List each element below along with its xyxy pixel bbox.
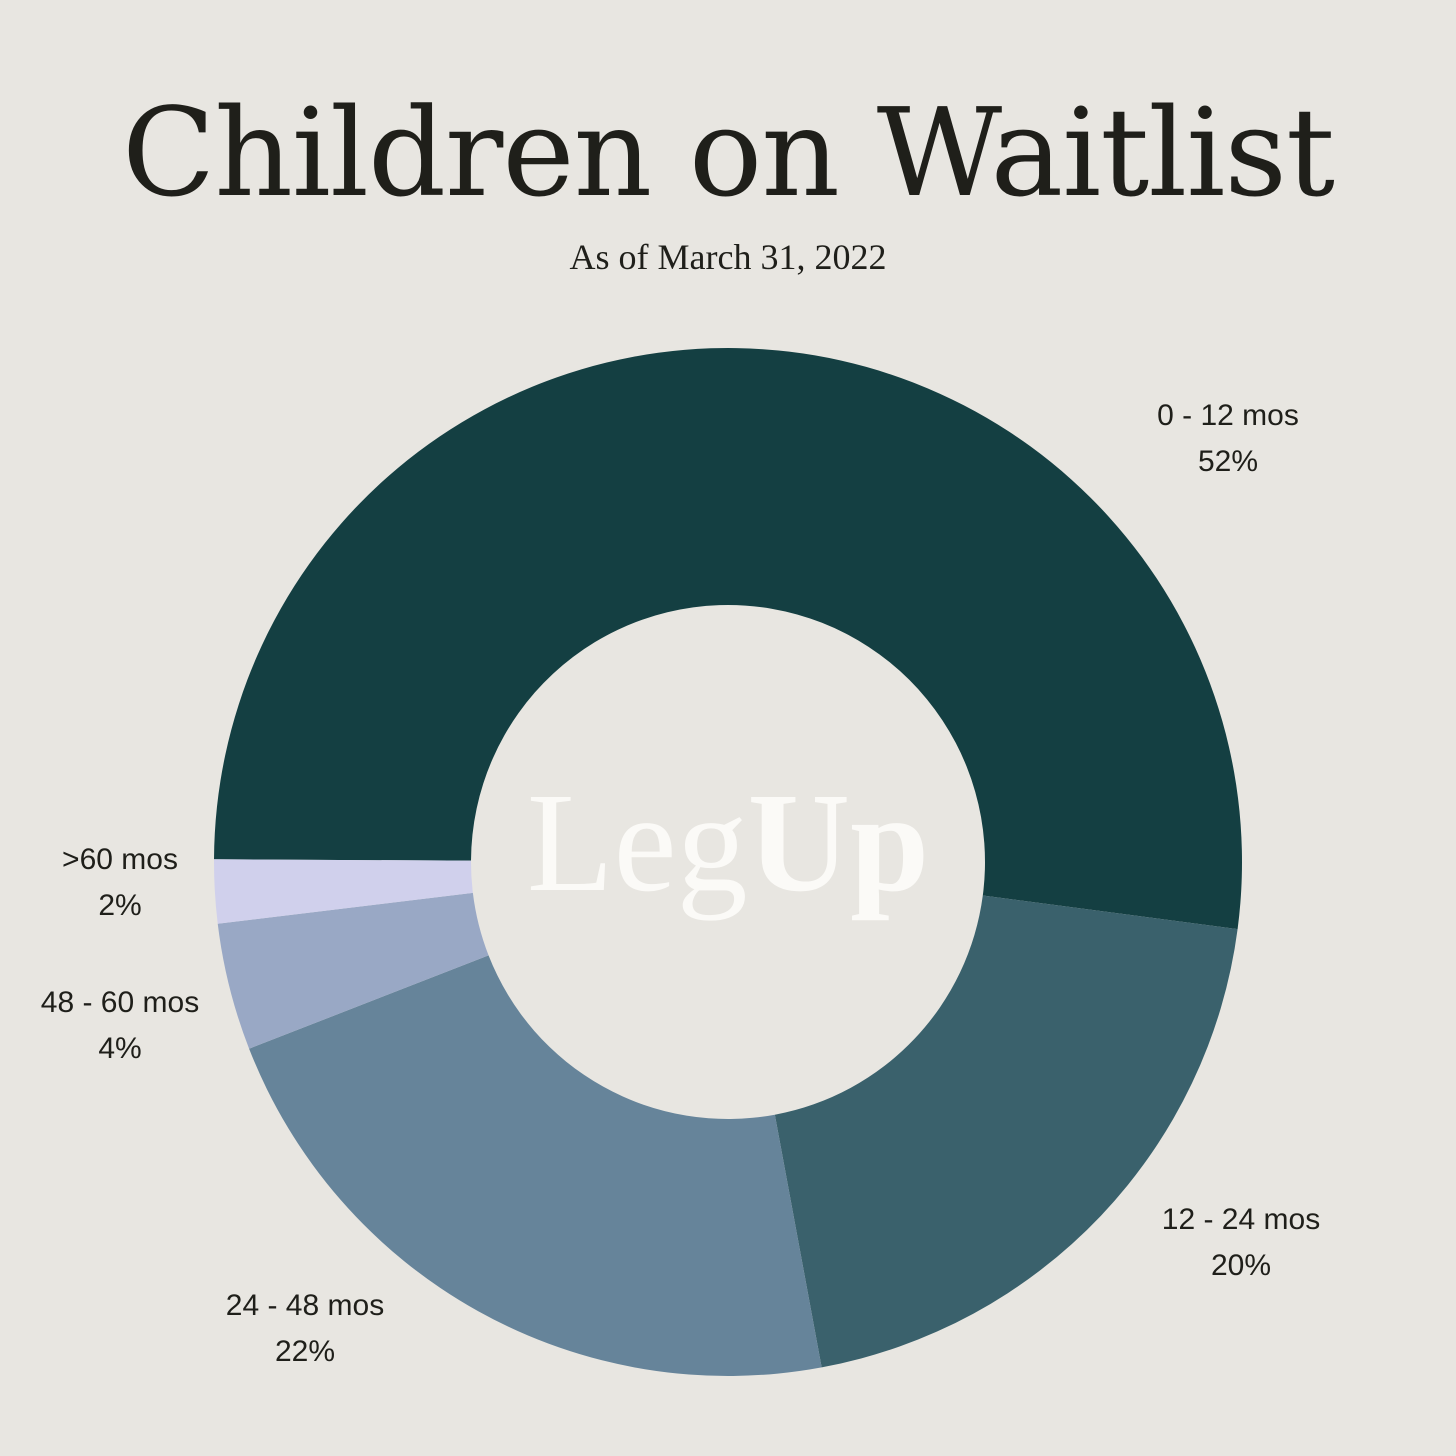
chart-subtitle: As of March 31, 2022: [569, 237, 887, 277]
category-label-over-60-mos: >60 mos: [62, 843, 178, 876]
slice-48-60-mos: [217, 892, 489, 1049]
legup-logo: LegUp: [527, 763, 929, 921]
logo-text-up: Up: [748, 763, 930, 921]
labels-group: 0 - 12 mos 52% 12 - 24 mos 20% 24 - 48 mos 22…: [41, 399, 1320, 1368]
slice-over-60-mos: [214, 859, 473, 924]
slice-0-12-mos: [214, 348, 1242, 930]
slice-24-48-mos: [249, 955, 822, 1376]
value-label-12-24-mos: 20%: [1211, 1249, 1271, 1282]
logo-text-leg: Leg: [527, 763, 748, 921]
chart-title: Children on Waitlist: [122, 82, 1335, 224]
category-label-12-24-mos: 12 - 24 mos: [1162, 1203, 1320, 1236]
category-label-0-12-mos: 0 - 12 mos: [1157, 399, 1299, 432]
value-label-0-12-mos: 52%: [1198, 445, 1258, 478]
slice-12-24-mos: [774, 895, 1238, 1368]
category-label-24-48-mos: 24 - 48 mos: [226, 1289, 384, 1322]
category-label-48-60-mos: 48 - 60 mos: [41, 986, 199, 1019]
value-label-24-48-mos: 22%: [275, 1335, 335, 1368]
value-label-over-60-mos: 2%: [98, 889, 141, 922]
value-label-48-60-mos: 4%: [98, 1032, 141, 1065]
slices-group: [214, 348, 1242, 1376]
